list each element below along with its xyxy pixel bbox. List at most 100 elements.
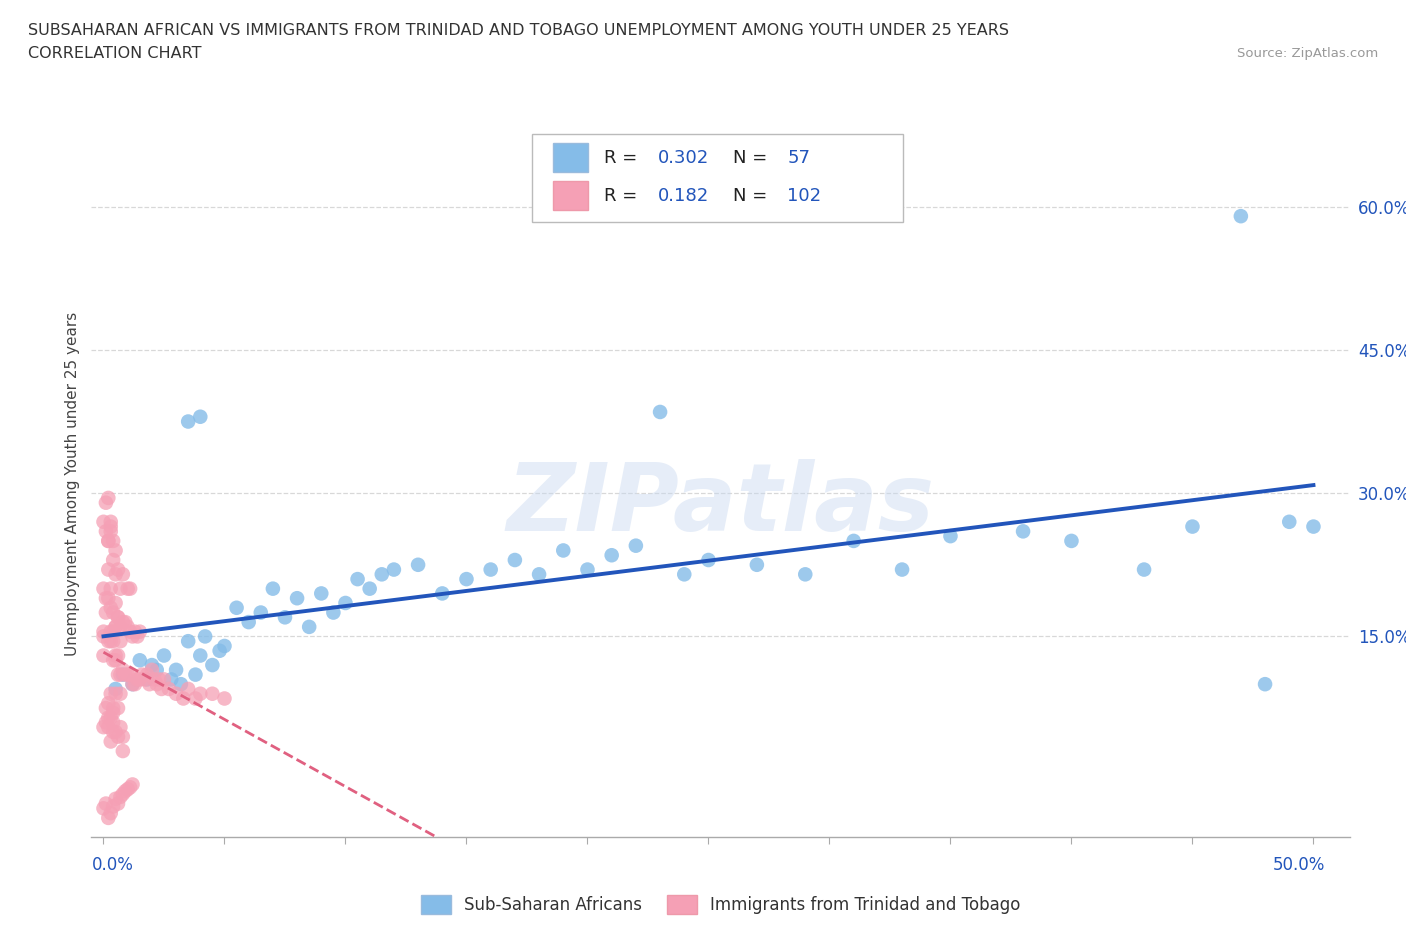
Point [110, 686, 132, 701]
Point [97, 562, 120, 577]
Point [117, 782, 139, 797]
Point [114, 784, 136, 799]
Point [121, 677, 143, 692]
Text: 0.0%: 0.0% [91, 857, 134, 874]
Point [111, 662, 134, 677]
Point [104, 682, 127, 697]
Point [745, 557, 768, 572]
Point [891, 562, 914, 577]
Point [165, 662, 187, 677]
Point [100, 519, 122, 534]
Point [94, 591, 117, 605]
Text: 57: 57 [787, 149, 810, 166]
Point [214, 691, 236, 706]
Point [117, 667, 139, 682]
Point [208, 644, 231, 658]
Point [100, 524, 122, 538]
Point [346, 572, 368, 587]
Point [101, 705, 124, 720]
Point [120, 624, 142, 639]
Point [104, 543, 127, 558]
Point [214, 639, 236, 654]
Point [100, 633, 122, 648]
Point [194, 629, 217, 644]
Point [101, 724, 124, 739]
Point [503, 552, 526, 567]
Legend: Sub-Saharan Africans, Immigrants from Trinidad and Tobago: Sub-Saharan Africans, Immigrants from Tr… [413, 888, 1028, 921]
Point [479, 562, 502, 577]
Text: 0.182: 0.182 [658, 187, 709, 205]
Point [111, 744, 134, 759]
Point [101, 633, 124, 648]
Point [177, 682, 200, 697]
Point [94, 700, 117, 715]
Point [184, 691, 207, 706]
Point [1254, 677, 1277, 692]
Point [100, 734, 122, 749]
Point [101, 605, 124, 620]
Point [101, 552, 124, 567]
Point [1278, 514, 1301, 529]
Point [104, 724, 127, 739]
Point [110, 667, 132, 682]
Point [97, 534, 120, 549]
Point [165, 686, 187, 701]
Point [111, 615, 134, 630]
FancyBboxPatch shape [553, 181, 589, 210]
Point [697, 552, 720, 567]
Text: ZIPatlas: ZIPatlas [506, 458, 935, 551]
Point [94, 496, 117, 511]
Point [153, 672, 176, 687]
Point [100, 581, 122, 596]
Point [148, 672, 170, 687]
Point [97, 810, 120, 825]
Point [177, 633, 200, 648]
Point [107, 796, 129, 811]
Point [1012, 524, 1035, 538]
Point [136, 672, 159, 687]
Text: 50.0%: 50.0% [1274, 857, 1326, 874]
Point [201, 686, 224, 701]
Text: CORRELATION CHART: CORRELATION CHART [28, 46, 201, 61]
Text: R =: R = [603, 149, 643, 166]
Point [97, 720, 120, 735]
Point [101, 799, 124, 814]
Point [794, 567, 817, 582]
Point [104, 595, 127, 610]
Point [107, 562, 129, 577]
Point [143, 672, 166, 687]
Point [188, 648, 211, 663]
Point [382, 562, 405, 577]
Point [100, 514, 122, 529]
Point [107, 667, 129, 682]
Point [93, 720, 115, 735]
Point [600, 548, 623, 563]
Text: N =: N = [733, 187, 773, 205]
Point [131, 667, 153, 682]
Point [648, 405, 671, 419]
Point [145, 662, 167, 677]
Point [111, 729, 134, 744]
Point [104, 686, 127, 701]
Text: Source: ZipAtlas.com: Source: ZipAtlas.com [1237, 46, 1378, 60]
FancyBboxPatch shape [531, 134, 903, 222]
Point [150, 682, 173, 697]
Point [1181, 519, 1204, 534]
Point [120, 780, 142, 795]
Point [322, 605, 344, 620]
Point [104, 791, 127, 806]
Point [138, 677, 160, 692]
Point [188, 409, 211, 424]
Point [100, 624, 122, 639]
Point [111, 667, 134, 682]
Point [121, 777, 143, 792]
Point [110, 633, 132, 648]
Point [107, 700, 129, 715]
Point [624, 538, 647, 553]
Point [153, 648, 176, 663]
Point [157, 682, 180, 697]
Point [104, 648, 127, 663]
Point [177, 414, 200, 429]
FancyBboxPatch shape [553, 143, 589, 172]
Point [359, 581, 381, 596]
